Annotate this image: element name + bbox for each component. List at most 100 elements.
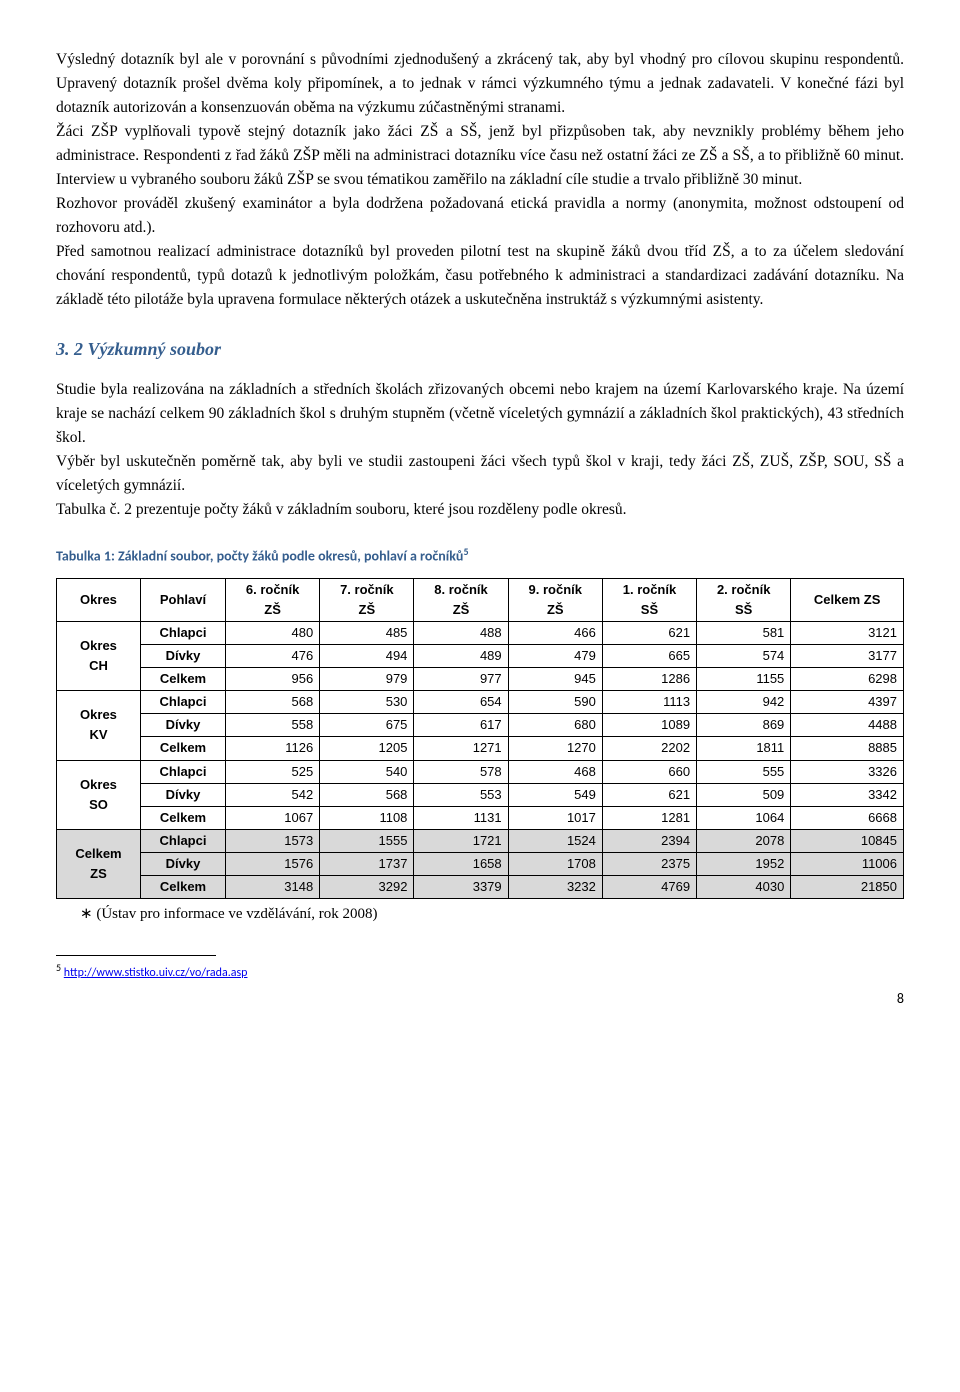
table-value-cell: 1524: [508, 830, 602, 853]
table-column-header: 1. ročníkSŠ: [602, 578, 696, 621]
table-row: Celkem956979977945128611556298: [57, 668, 904, 691]
footnote: 5 http://www.stistko.uiv.cz/vo/rada.asp: [56, 960, 904, 983]
table-value-cell: 675: [320, 714, 414, 737]
table-value-cell: 2394: [602, 830, 696, 853]
table-body: OkresCHChlapci4804854884666215813121Dívk…: [57, 621, 904, 899]
table-value-cell: 3177: [791, 644, 904, 667]
paragraph-2: Žáci ZŠP vyplňovali typově stejný dotazn…: [56, 120, 904, 192]
table-value-cell: 654: [414, 691, 508, 714]
table-caption-sup: 5: [463, 545, 468, 558]
table-pohlavi-cell: Chlapci: [140, 621, 225, 644]
table-value-cell: 6298: [791, 668, 904, 691]
table-pohlavi-cell: Dívky: [140, 783, 225, 806]
table-okres-cell: OkresKV: [57, 691, 141, 760]
table-value-cell: 1155: [697, 668, 791, 691]
table-value-cell: 466: [508, 621, 602, 644]
table-value-cell: 558: [225, 714, 319, 737]
table-value-cell: 945: [508, 668, 602, 691]
table-value-cell: 578: [414, 760, 508, 783]
table-pohlavi-cell: Celkem: [140, 668, 225, 691]
table-value-cell: 494: [320, 644, 414, 667]
page-number: 8: [56, 988, 904, 1010]
table-column-header: Celkem ZS: [791, 578, 904, 621]
table-value-cell: 581: [697, 621, 791, 644]
table-value-cell: 590: [508, 691, 602, 714]
table-value-cell: 549: [508, 783, 602, 806]
table-value-cell: 665: [602, 644, 696, 667]
data-table: OkresPohlaví6. ročníkZŠ7. ročníkZŠ8. roč…: [56, 578, 904, 900]
table-row: CelkemZSChlapci1573155517211524239420781…: [57, 830, 904, 853]
table-value-cell: 956: [225, 668, 319, 691]
table-value-cell: 2078: [697, 830, 791, 853]
table-pohlavi-cell: Chlapci: [140, 691, 225, 714]
table-value-cell: 942: [697, 691, 791, 714]
table-value-cell: 3232: [508, 876, 602, 899]
table-value-cell: 488: [414, 621, 508, 644]
table-value-cell: 476: [225, 644, 319, 667]
table-header: OkresPohlaví6. ročníkZŠ7. ročníkZŠ8. roč…: [57, 578, 904, 621]
table-column-header: 8. ročníkZŠ: [414, 578, 508, 621]
table-value-cell: 1113: [602, 691, 696, 714]
table-row: Dívky55867561768010898694488: [57, 714, 904, 737]
table-value-cell: 1708: [508, 853, 602, 876]
table-row: OkresSOChlapci5255405784686605553326: [57, 760, 904, 783]
table-value-cell: 660: [602, 760, 696, 783]
table-value-cell: 530: [320, 691, 414, 714]
table-pohlavi-cell: Celkem: [140, 876, 225, 899]
table-value-cell: 525: [225, 760, 319, 783]
table-value-cell: 1286: [602, 668, 696, 691]
table-value-cell: 4769: [602, 876, 696, 899]
table-column-header: 9. ročníkZŠ: [508, 578, 602, 621]
table-value-cell: 1089: [602, 714, 696, 737]
table-pohlavi-cell: Celkem: [140, 806, 225, 829]
paragraph-5: Studie byla realizována na základních a …: [56, 378, 904, 450]
table-value-cell: 1108: [320, 806, 414, 829]
table-okres-cell: OkresCH: [57, 621, 141, 690]
table-value-cell: 480: [225, 621, 319, 644]
table-value-cell: 2202: [602, 737, 696, 760]
table-value-cell: 680: [508, 714, 602, 737]
table-column-header: Pohlaví: [140, 578, 225, 621]
table-value-cell: 479: [508, 644, 602, 667]
table-value-cell: 3342: [791, 783, 904, 806]
table-column-header: 7. ročníkZŠ: [320, 578, 414, 621]
table-row: Dívky4764944894796655743177: [57, 644, 904, 667]
table-value-cell: 621: [602, 783, 696, 806]
table-column-header: 6. ročníkZŠ: [225, 578, 319, 621]
table-value-cell: 4488: [791, 714, 904, 737]
table-value-cell: 1811: [697, 737, 791, 760]
table-value-cell: 540: [320, 760, 414, 783]
table-value-cell: 1067: [225, 806, 319, 829]
table-pohlavi-cell: Dívky: [140, 644, 225, 667]
paragraph-7: Tabulka č. 2 prezentuje počty žáků v zák…: [56, 498, 904, 522]
table-column-header: 2. ročníkSŠ: [697, 578, 791, 621]
table-value-cell: 1576: [225, 853, 319, 876]
section-heading: 3. 2 Výzkumný soubor: [56, 336, 904, 364]
table-okres-cell: CelkemZS: [57, 830, 141, 899]
table-column-header: Okres: [57, 578, 141, 621]
table-pohlavi-cell: Celkem: [140, 737, 225, 760]
table-value-cell: 468: [508, 760, 602, 783]
table-caption: Tabulka 1: Základní soubor, počty žáků p…: [56, 544, 904, 567]
table-value-cell: 1573: [225, 830, 319, 853]
footnote-link[interactable]: http://www.stistko.uiv.cz/vo/rada.asp: [64, 966, 248, 980]
table-value-cell: 542: [225, 783, 319, 806]
table-row: Celkem31483292337932324769403021850: [57, 876, 904, 899]
paragraph-1: Výsledný dotazník byl ale v porovnání s …: [56, 48, 904, 120]
table-row: Celkem1126120512711270220218118885: [57, 737, 904, 760]
table-value-cell: 555: [697, 760, 791, 783]
table-pohlavi-cell: Chlapci: [140, 830, 225, 853]
table-value-cell: 568: [225, 691, 319, 714]
table-row: Celkem1067110811311017128110646668: [57, 806, 904, 829]
table-value-cell: 1270: [508, 737, 602, 760]
table-okres-cell: OkresSO: [57, 760, 141, 829]
table-value-cell: 1952: [697, 853, 791, 876]
table-value-cell: 1017: [508, 806, 602, 829]
table-value-cell: 617: [414, 714, 508, 737]
table-value-cell: 553: [414, 783, 508, 806]
footnote-number: 5: [56, 961, 61, 974]
table-value-cell: 3121: [791, 621, 904, 644]
table-value-cell: 4030: [697, 876, 791, 899]
table-value-cell: 10845: [791, 830, 904, 853]
paragraph-3: Rozhovor prováděl zkušený examinátor a b…: [56, 192, 904, 240]
